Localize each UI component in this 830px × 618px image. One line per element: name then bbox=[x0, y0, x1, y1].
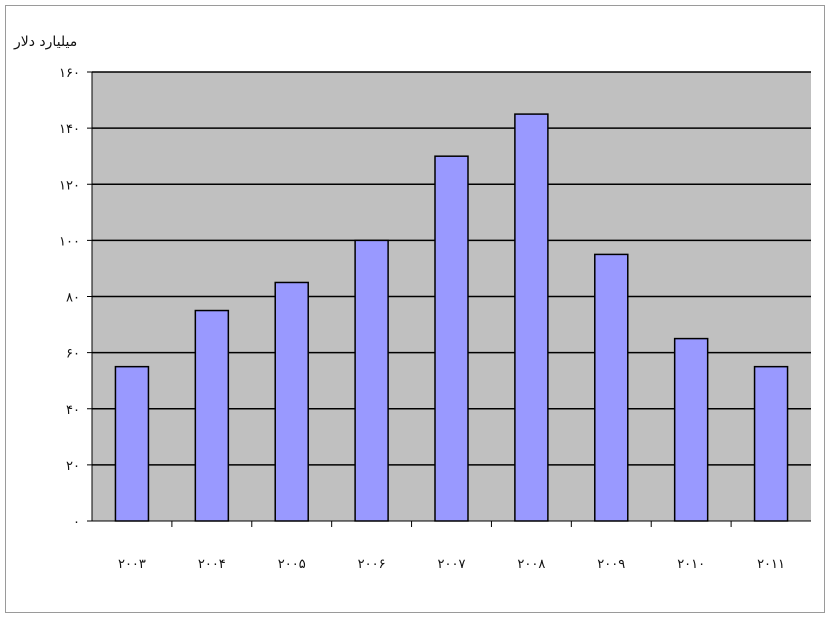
bar bbox=[194, 309, 230, 522]
bar bbox=[114, 365, 150, 522]
bar bbox=[354, 239, 389, 522]
bar bbox=[753, 365, 789, 522]
x-tick-label: ۲۰۰۳ bbox=[118, 557, 146, 572]
y-tick-label: ۴۰ bbox=[66, 403, 80, 418]
x-tick-label: ۲۰۰۵ bbox=[278, 557, 306, 572]
x-tick-label: ۲۰۰۸ bbox=[517, 557, 545, 572]
bar bbox=[514, 113, 549, 522]
y-tick-label: ۸۰ bbox=[66, 291, 80, 306]
y-tick-label: ۱۲۰ bbox=[59, 178, 80, 193]
x-tick-label: ۲۰۰۶ bbox=[358, 557, 386, 572]
bar bbox=[434, 155, 469, 522]
y-tick-label: ۶۰ bbox=[66, 347, 80, 362]
y-tick-label: ۲۰ bbox=[66, 459, 80, 474]
y-tick-label: ۱۴۰ bbox=[59, 122, 80, 137]
y-tick-label: ۱۶۰ bbox=[59, 66, 80, 81]
x-tick-labels: ۲۰۰۳ ۲۰۰۴ ۲۰۰۵ ۲۰۰۶ ۲۰۰۷ ۲۰۰۸ ۲۰۰۹ ۲۰۱۰ ۲۰۱۱ bbox=[118, 521, 785, 572]
y-tick-label: ۰ bbox=[73, 515, 80, 530]
x-tick-label: ۲۰۱۰ bbox=[677, 557, 705, 572]
bar bbox=[594, 253, 629, 522]
x-tick-label: ۲۰۰۷ bbox=[438, 557, 466, 572]
bars bbox=[114, 113, 789, 522]
chart-frame bbox=[5, 5, 825, 613]
y-tick-labels: ۰ ۲۰ ۴۰ ۶۰ ۸۰ ۱۰۰ ۱۲۰ ۱۴۰ ۱۶۰ bbox=[59, 66, 80, 530]
x-tick-label: ۲۰۰۹ bbox=[597, 557, 625, 572]
y-tick-label: ۱۰۰ bbox=[59, 234, 80, 249]
y-axis-label: میلیارد دلار bbox=[13, 34, 77, 50]
bar bbox=[673, 337, 709, 522]
x-tick-label: ۲۰۰۴ bbox=[198, 557, 226, 572]
x-tick-label: ۲۰۱۱ bbox=[757, 557, 785, 572]
bar bbox=[274, 281, 309, 522]
axes bbox=[91, 72, 811, 522]
